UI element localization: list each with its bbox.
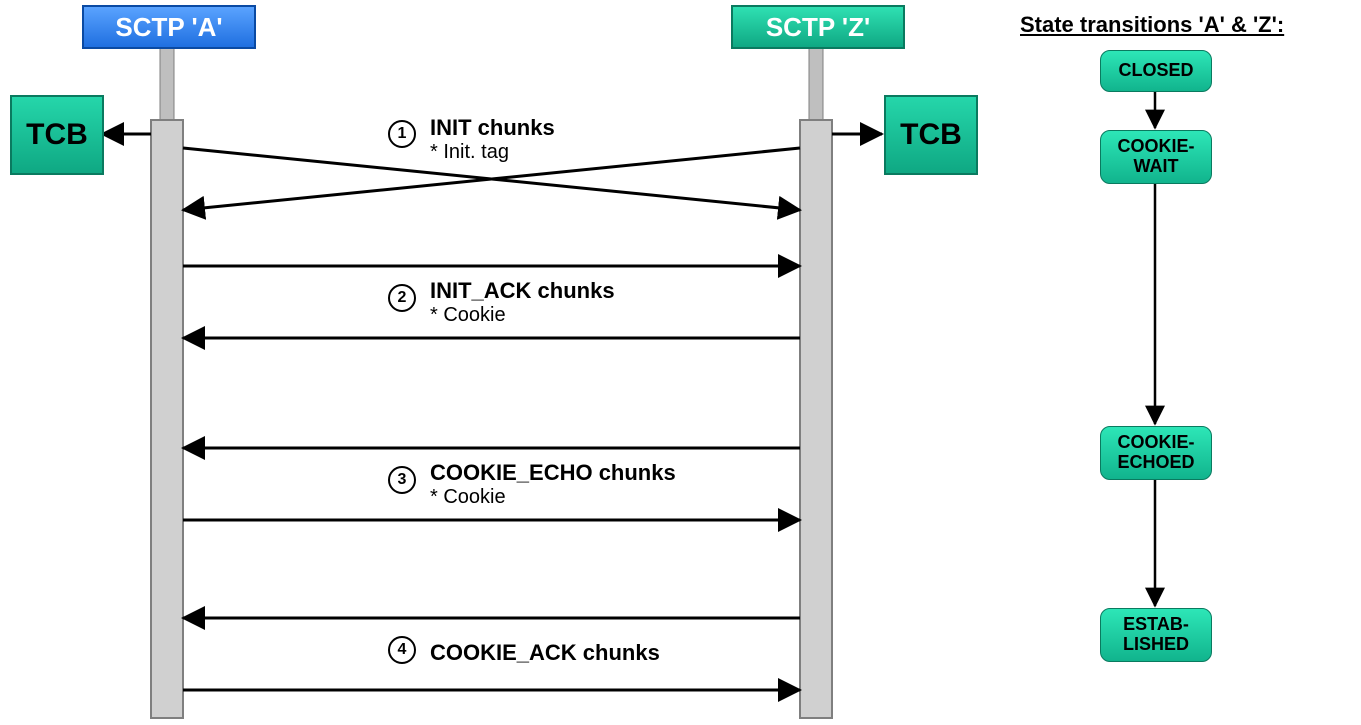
step-circle-2: 2 (388, 284, 416, 312)
lifeline-stem-z (809, 45, 823, 120)
message-sublabel-1: * Init. tag (430, 141, 509, 164)
state-transitions-title: State transitions 'A' & 'Z': (1020, 12, 1284, 38)
endpoint-box-sctp-a: SCTP 'A' (82, 5, 256, 49)
tcb-label-z: TCB (900, 118, 962, 151)
endpoint-box-sctp-z: SCTP 'Z' (731, 5, 905, 49)
tcb-box-z: TCB (884, 95, 978, 175)
message-sublabel-3: * Cookie (430, 486, 506, 509)
lifeline-stem-a (160, 45, 174, 120)
state-node-1: COOKIE- WAIT (1100, 130, 1212, 184)
step-circle-1: 1 (388, 120, 416, 148)
state-node-0: CLOSED (1100, 50, 1212, 92)
message-label-3: COOKIE_ECHO chunks (430, 460, 676, 486)
message-label-4: COOKIE_ACK chunks (430, 640, 660, 666)
message-sublabel-2: * Cookie (430, 304, 506, 327)
state-node-2: COOKIE- ECHOED (1100, 426, 1212, 480)
activation-bar-z (800, 120, 832, 718)
endpoint-label-z: SCTP 'Z' (766, 12, 870, 42)
step-circle-3: 3 (388, 466, 416, 494)
activation-bar-a (151, 120, 183, 718)
state-node-3: ESTAB- LISHED (1100, 608, 1212, 662)
endpoint-label-a: SCTP 'A' (115, 12, 222, 42)
tcb-box-a: TCB (10, 95, 104, 175)
message-label-2: INIT_ACK chunks (430, 278, 615, 304)
tcb-label-a: TCB (26, 118, 88, 151)
step-circle-4: 4 (388, 636, 416, 664)
message-label-1: INIT chunks (430, 115, 555, 141)
